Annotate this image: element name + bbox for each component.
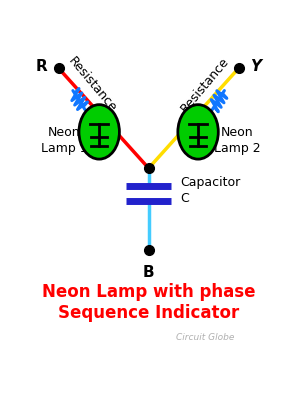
Text: Circuit Globe: Circuit Globe — [176, 333, 234, 342]
Circle shape — [79, 105, 119, 159]
Text: Neon
Lamp 1: Neon Lamp 1 — [41, 127, 88, 156]
Text: B: B — [143, 265, 155, 280]
Text: Neon
Lamp 2: Neon Lamp 2 — [214, 127, 261, 156]
Text: R: R — [36, 59, 48, 74]
Text: Neon Lamp with phase: Neon Lamp with phase — [42, 283, 255, 301]
Text: Sequence Indicator: Sequence Indicator — [58, 305, 239, 323]
Text: Y: Y — [250, 59, 261, 74]
Circle shape — [178, 105, 218, 159]
Text: Capacitor
C: Capacitor C — [180, 176, 240, 206]
Text: Resistance: Resistance — [66, 55, 119, 115]
Text: Resistance: Resistance — [178, 55, 231, 115]
